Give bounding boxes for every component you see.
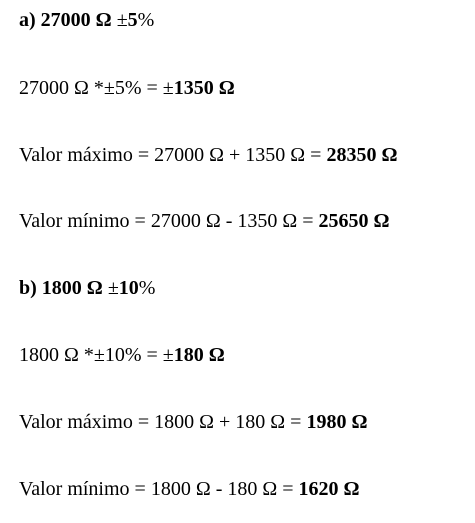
part-b-calc-result: 180 Ω — [173, 344, 225, 366]
part-b-min-value: Valor mínimo = 1800 Ω - 180 Ω = 1620 Ω — [19, 477, 360, 501]
part-b-heading: b) 1800 Ω ±10% — [19, 276, 155, 300]
part-b-resistance: 1800 Ω — [41, 277, 103, 299]
part-b-max-expression: Valor máximo = 1800 Ω + 180 Ω = — [19, 411, 307, 433]
part-a-tolerance-number: 5 — [127, 9, 138, 31]
part-a-calc-sign: ± — [162, 77, 174, 99]
part-a-max-value: Valor máximo = 27000 Ω + 1350 Ω = 28350 … — [19, 143, 397, 167]
part-b-label: b) — [19, 277, 37, 299]
part-b-tolerance-sign: ± — [107, 277, 119, 299]
part-b-calc-expression: 1800 Ω *±10% = — [19, 344, 163, 366]
part-a-min-result: 25650 Ω — [318, 210, 390, 232]
part-b-min-expression: Valor mínimo = 1800 Ω - 180 Ω = — [19, 478, 299, 500]
part-a-resistance: 27000 Ω — [40, 9, 112, 31]
part-a-calc-expression: 27000 Ω *±5% = — [19, 77, 163, 99]
part-a-max-expression: Valor máximo = 27000 Ω + 1350 Ω = — [19, 144, 327, 166]
part-a-label: a) — [19, 9, 36, 31]
part-b-max-result: 1980 Ω — [306, 411, 368, 433]
part-b-calc-sign: ± — [162, 344, 174, 366]
part-a-calc-result: 1350 Ω — [173, 77, 235, 99]
part-a-max-result: 28350 Ω — [326, 144, 398, 166]
part-a-tolerance-percent: % — [137, 9, 155, 31]
part-b-tolerance-calculation: 1800 Ω *±10% = ±180 Ω — [19, 343, 225, 367]
part-a-tolerance-calculation: 27000 Ω *±5% = ±1350 Ω — [19, 76, 235, 100]
part-a-tolerance-sign: ± — [116, 9, 128, 31]
part-b-tolerance-percent: % — [138, 277, 156, 299]
part-a-min-value: Valor mínimo = 27000 Ω - 1350 Ω = 25650 … — [19, 209, 390, 233]
part-a-min-expression: Valor mínimo = 27000 Ω - 1350 Ω = — [19, 210, 319, 232]
part-b-min-result: 1620 Ω — [298, 478, 360, 500]
part-b-tolerance-number: 10 — [118, 277, 139, 299]
part-a-heading: a) 27000 Ω ±5% — [19, 8, 154, 32]
part-b-max-value: Valor máximo = 1800 Ω + 180 Ω = 1980 Ω — [19, 410, 367, 434]
